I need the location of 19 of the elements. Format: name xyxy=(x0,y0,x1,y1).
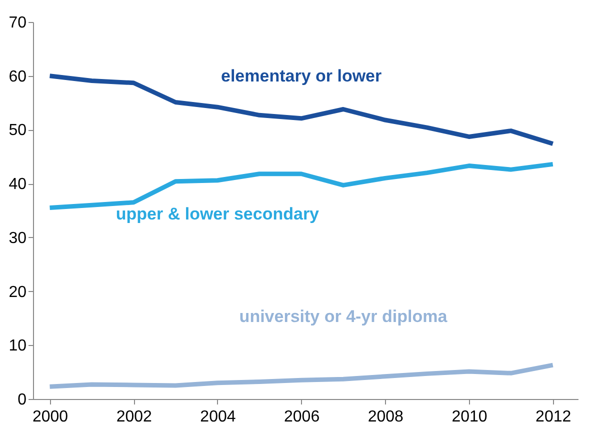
y-tick-label: 20 xyxy=(8,284,27,301)
y-tick-label: 40 xyxy=(8,176,27,194)
line-series xyxy=(48,362,556,389)
x-tick-label: 2004 xyxy=(200,408,236,426)
x-tick-label: 2008 xyxy=(368,408,404,426)
x-tick-label: 2000 xyxy=(32,408,68,426)
x-tick-label: 2002 xyxy=(116,408,152,426)
series-label: upper & lower secondary xyxy=(116,204,320,224)
y-tick-label: 0 xyxy=(18,392,27,408)
series-label: elementary or lower xyxy=(220,66,382,86)
text: university or 4-yr diploma xyxy=(239,307,448,326)
y-tick-label: 10 xyxy=(8,338,27,355)
x-tick-label: 2006 xyxy=(284,408,320,426)
x-tick-label: 2012 xyxy=(536,408,572,426)
y-tick-label: 30 xyxy=(8,230,27,247)
y-tick-label: 50 xyxy=(8,122,27,140)
y-tick-label: 70 xyxy=(8,14,27,32)
x-tick-label: 2010 xyxy=(452,408,488,426)
y-tick-label: 60 xyxy=(8,68,27,86)
